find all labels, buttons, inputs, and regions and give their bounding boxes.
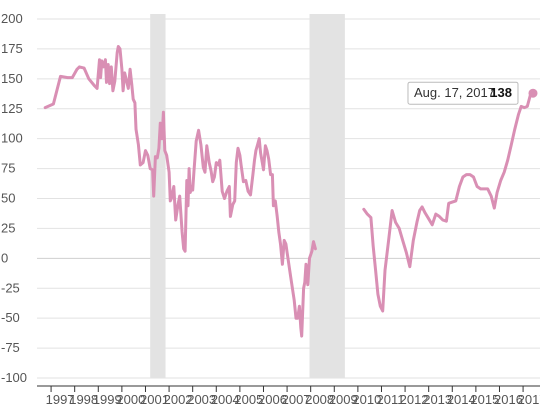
recession-band (150, 14, 166, 378)
y-tick-label: -75 (1, 340, 20, 355)
x-tick-label: 2016 (494, 392, 523, 407)
highlight-point (528, 88, 538, 98)
y-tick-label: 150 (1, 71, 23, 86)
x-tick-label: 1999 (93, 392, 122, 407)
x-tick-label: 2006 (258, 392, 287, 407)
tooltip-box (407, 81, 519, 105)
series-layer (43, 45, 535, 338)
series-line (362, 91, 535, 313)
x-tick-label: 2009 (329, 392, 358, 407)
y-tick-label: 0 (1, 250, 8, 265)
y-tick-label: 100 (1, 131, 23, 146)
y-tick-label: -50 (1, 310, 20, 325)
gridlines (37, 18, 540, 379)
tooltip-date: Aug. 17, 2017 (414, 85, 495, 100)
x-tick-label: 2014 (447, 392, 476, 407)
x-tick-label: 2015 (470, 392, 499, 407)
y-tick-label: 175 (1, 41, 23, 56)
x-tick-label: 2000 (116, 392, 145, 407)
x-tick-label: 2008 (305, 392, 334, 407)
x-tick-label: 2003 (187, 392, 216, 407)
y-tick-label: -100 (1, 370, 27, 385)
x-tick-label: 1998 (69, 392, 98, 407)
y-tick-label: 200 (1, 11, 23, 26)
y-tick-label: 75 (1, 161, 15, 176)
x-tick-label: 2004 (211, 392, 240, 407)
x-tick-label: 2007 (282, 392, 311, 407)
x-tick-label: 2013 (423, 392, 452, 407)
series-line (43, 45, 317, 338)
tooltip: Aug. 17, 2017 138 (407, 81, 519, 105)
x-tick-label: 1997 (46, 392, 75, 407)
x-tick-label: 2005 (234, 392, 263, 407)
y-tick-label: 125 (1, 101, 23, 116)
y-tick-label: 25 (1, 220, 15, 235)
y-tick-label: -25 (1, 280, 20, 295)
x-tick-label: 2017 (518, 392, 540, 407)
x-tick-label: 2011 (376, 392, 404, 407)
recession-band (309, 14, 345, 378)
x-tick-label: 2002 (164, 392, 193, 407)
y-axis-labels: 200 175 150 125 100 75 50 25 0 -25 -50 -75 -100 (1, 11, 27, 385)
x-tick-label: 2010 (352, 392, 381, 407)
x-axis: 1997199819992000200120022003200420052006… (37, 385, 540, 407)
tooltip-value: 138 (490, 85, 512, 100)
y-tick-label: 50 (1, 191, 15, 206)
x-tick-label: 2001 (140, 392, 169, 407)
x-tick-label: 2012 (400, 392, 429, 407)
recession-shading (150, 14, 345, 378)
